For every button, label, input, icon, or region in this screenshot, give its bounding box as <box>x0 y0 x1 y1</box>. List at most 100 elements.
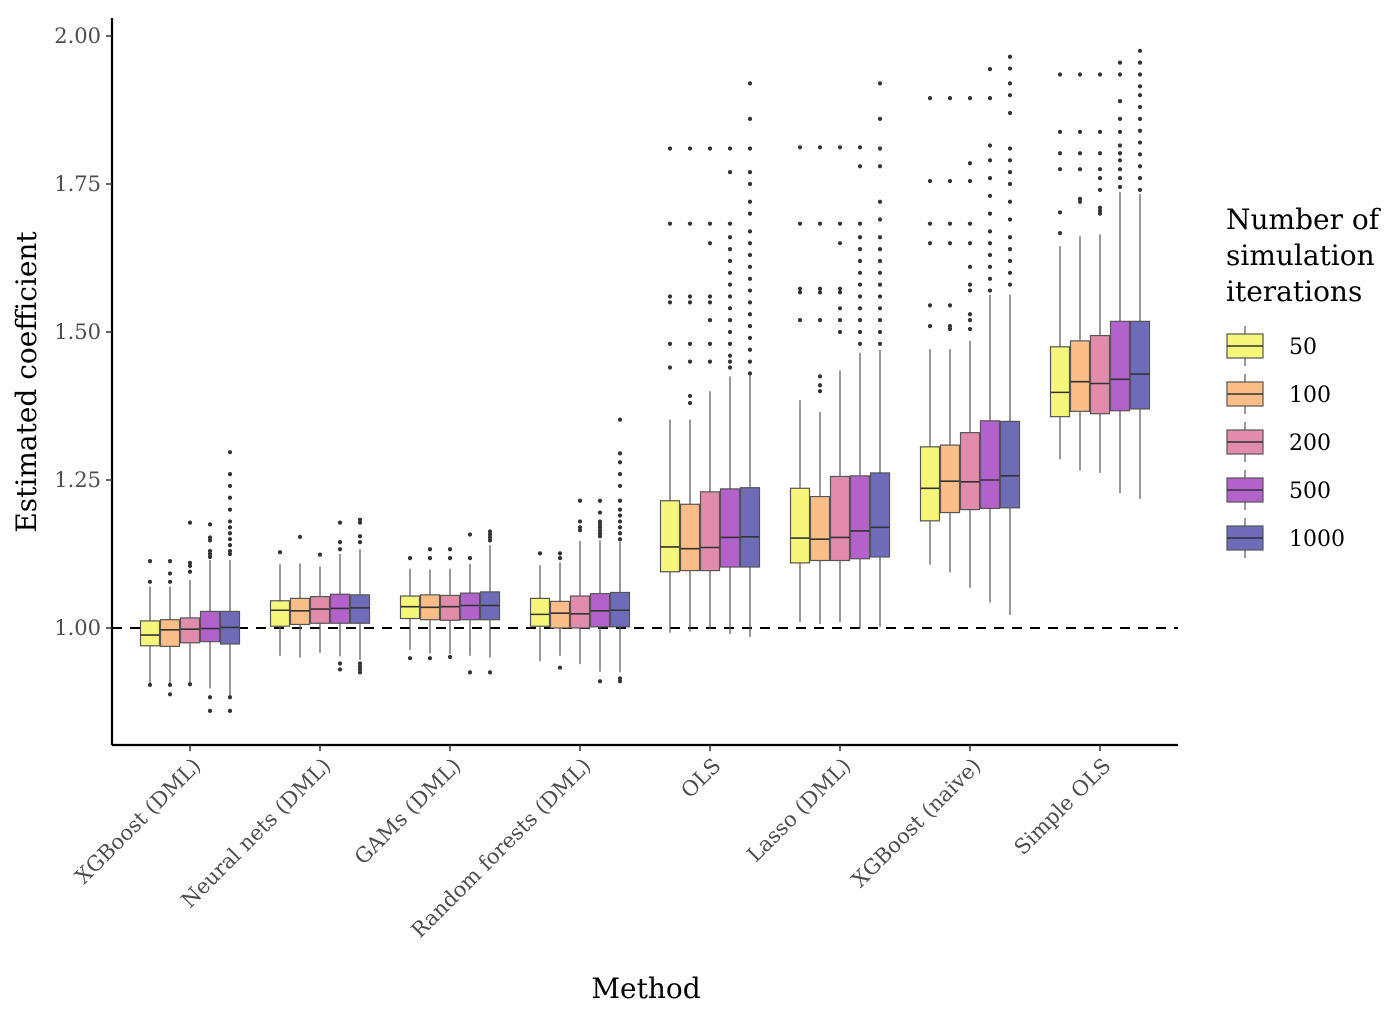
outlier-point <box>947 323 953 329</box>
outlier-point <box>857 145 863 150</box>
outlier-point <box>1137 140 1143 145</box>
outlier-point <box>427 656 433 661</box>
box-iqr <box>199 610 221 643</box>
outlier-point <box>727 270 733 275</box>
outlier-point <box>837 145 843 150</box>
outlier-point <box>967 221 973 226</box>
outlier-point <box>617 507 623 512</box>
outlier-point <box>617 460 623 465</box>
outlier-point <box>617 676 623 681</box>
box-50 <box>789 145 811 623</box>
box-1000 <box>479 529 501 675</box>
outlier-point <box>747 211 753 216</box>
box-iqr <box>439 594 461 621</box>
outlier-point <box>1077 199 1083 204</box>
outlier-point <box>207 708 213 713</box>
category-group <box>399 529 501 675</box>
outlier-point <box>747 181 753 187</box>
x-tick-label: XGBoost (DML) <box>70 754 205 889</box>
outlier-point <box>877 270 883 275</box>
outlier-point <box>727 318 733 323</box>
outlier-point <box>727 146 733 151</box>
outlier-point <box>747 276 753 281</box>
outlier-point <box>1117 72 1123 77</box>
box-500 <box>329 520 351 672</box>
outlier-point <box>877 294 883 299</box>
box-1000 <box>1129 48 1151 499</box>
x-tick-label: XGBoost (naive) <box>847 754 985 892</box>
outlier-point <box>987 276 993 281</box>
outlier-point <box>747 81 753 86</box>
outlier-point <box>1137 128 1143 133</box>
outlier-point <box>687 221 693 226</box>
box-1000 <box>999 54 1021 615</box>
outlier-point <box>1117 143 1123 148</box>
outlier-point <box>947 178 953 184</box>
box-iqr <box>739 487 761 568</box>
outlier-point <box>1117 151 1123 156</box>
outlier-point <box>837 290 843 295</box>
outlier-point <box>467 670 473 675</box>
box-iqr <box>979 420 1001 510</box>
outlier-point <box>1007 247 1013 252</box>
outlier-point <box>857 341 863 346</box>
outlier-point <box>577 519 583 524</box>
box-100 <box>549 551 571 670</box>
box-iqr <box>269 600 291 627</box>
box-iqr <box>699 491 721 572</box>
outlier-point <box>1007 81 1013 86</box>
outlier-point <box>1007 110 1013 116</box>
outlier-point <box>1007 270 1013 275</box>
outlier-point <box>1007 258 1013 264</box>
box-iqr <box>569 595 591 629</box>
outlier-point <box>147 559 153 564</box>
box-200 <box>699 146 721 630</box>
box-500 <box>849 145 871 628</box>
outlier-point <box>857 221 863 226</box>
outlier-point <box>707 294 713 299</box>
outlier-point <box>147 682 153 687</box>
outlier-point <box>617 471 623 477</box>
outlier-point <box>877 116 883 121</box>
outlier-point <box>1057 129 1063 135</box>
outlier-point <box>987 96 993 101</box>
box-50 <box>139 559 161 687</box>
box-iqr <box>829 475 851 562</box>
outlier-point <box>727 353 733 358</box>
box-200 <box>309 552 331 653</box>
outlier-point <box>1137 84 1143 89</box>
box-50 <box>659 146 681 633</box>
outlier-point <box>1007 54 1013 59</box>
outlier-point <box>167 559 173 564</box>
outlier-point <box>687 359 693 364</box>
outlier-point <box>487 535 493 540</box>
category-group <box>529 417 631 684</box>
outlier-point <box>967 318 973 323</box>
outlier-point <box>857 294 863 299</box>
outlier-point <box>1137 93 1143 98</box>
outlier-point <box>1007 93 1013 98</box>
outlier-point <box>617 513 623 518</box>
box-100 <box>289 534 311 658</box>
outlier-point <box>617 498 623 503</box>
outlier-point <box>987 252 993 258</box>
outlier-point <box>947 303 953 308</box>
outlier-point <box>617 417 623 422</box>
box-1000 <box>219 450 241 713</box>
outlier-point <box>927 96 933 101</box>
outlier-point <box>187 569 193 574</box>
outlier-point <box>987 67 993 72</box>
x-tick-label: Lasso (DML) <box>742 754 855 867</box>
outlier-point <box>927 241 933 246</box>
box-iqr <box>1049 346 1071 418</box>
outlier-point <box>857 282 863 287</box>
outlier-point <box>877 258 883 264</box>
outlier-point <box>1137 60 1143 65</box>
box-100 <box>1069 72 1091 471</box>
outlier-point <box>747 312 753 317</box>
outlier-point <box>167 682 173 687</box>
outlier-point <box>877 235 883 240</box>
outlier-point <box>687 146 693 151</box>
outlier-point <box>747 264 753 269</box>
